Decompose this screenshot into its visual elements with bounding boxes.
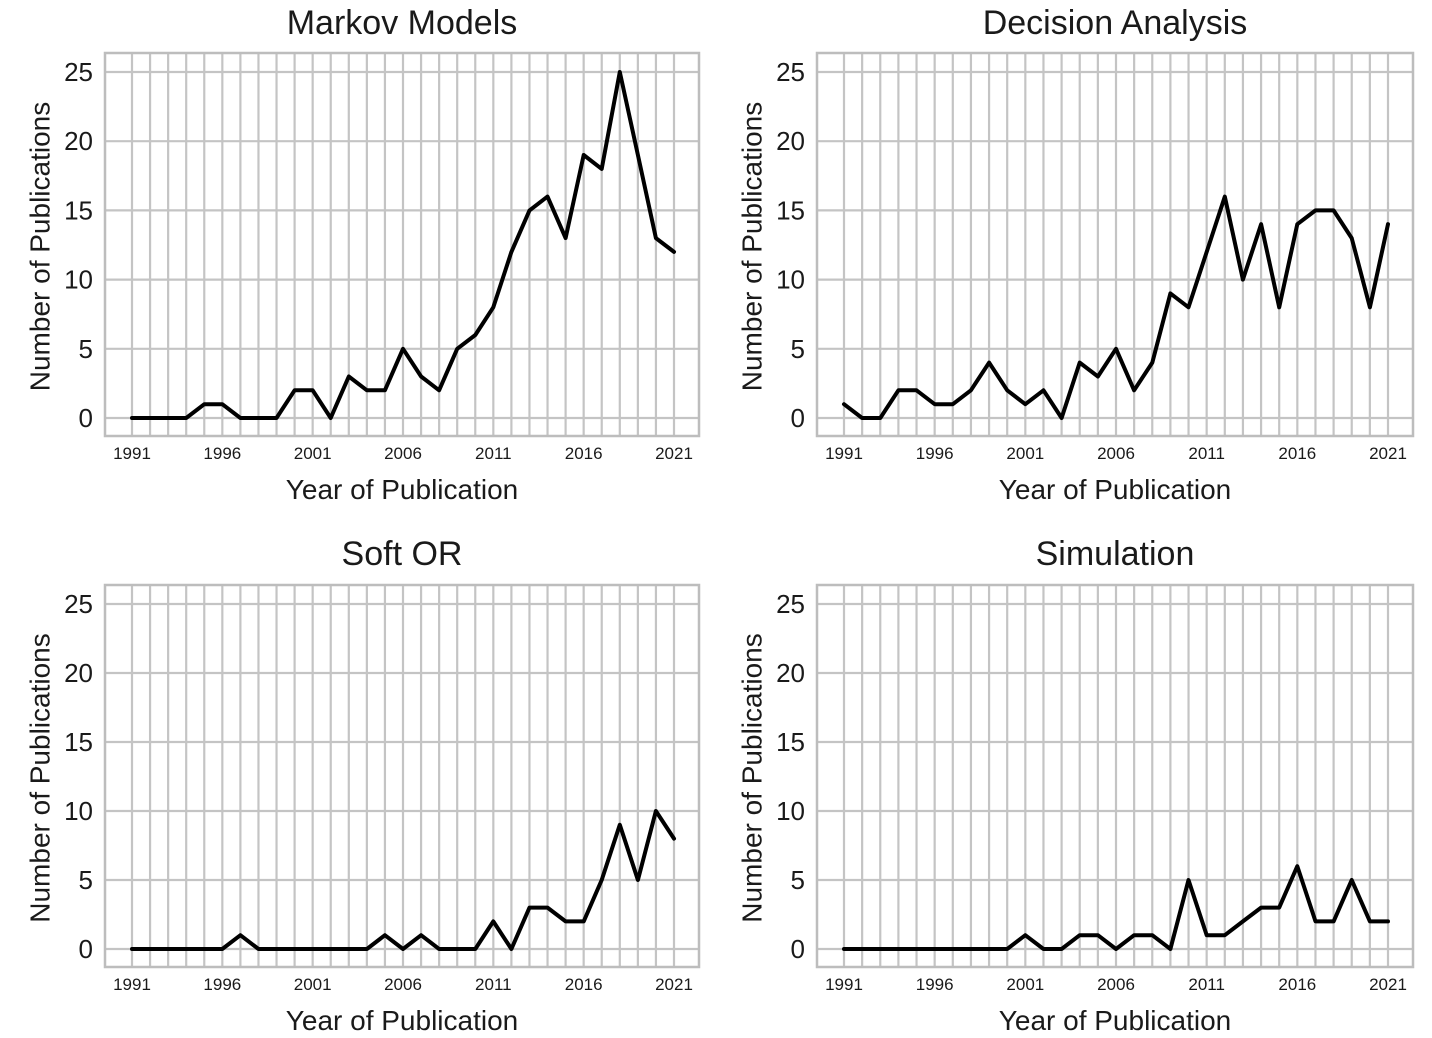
plot-frame [103, 583, 701, 969]
y-tick-label: 5 [791, 334, 805, 364]
panel-1: 0 5 10 15 20 25 1991 1996 2001 2006 2011 2016 2021 Ma… [25, 4, 701, 505]
y-axis-label: Number of Publications [25, 102, 56, 391]
y-tick-label: 5 [79, 865, 93, 895]
x-tick-label: 2016 [1278, 444, 1316, 463]
chart-title: Markov Models [287, 4, 518, 42]
y-tick-label: 15 [776, 195, 805, 225]
chart-title: Simulation [1036, 535, 1195, 573]
x-tick-label: 2001 [1006, 444, 1044, 463]
x-tick-label: 2021 [655, 975, 693, 994]
x-tick-label: 1996 [916, 975, 954, 994]
y-tick-label: 10 [64, 796, 93, 826]
x-tick-label: 2016 [565, 975, 603, 994]
y-tick-label: 0 [79, 403, 93, 433]
y-tick-label: 5 [79, 334, 93, 364]
x-tick-label: 2011 [1188, 975, 1225, 994]
y-tick-label: 5 [791, 865, 805, 895]
x-tick-label: 1991 [113, 975, 151, 994]
y-tick-label: 25 [64, 57, 93, 87]
y-tick-label: 25 [776, 589, 805, 619]
series-line [130, 809, 676, 951]
series-line [842, 194, 1390, 420]
x-tick-label: 1991 [113, 444, 151, 463]
y-tick-label: 15 [776, 727, 805, 757]
x-tick-label: 2021 [1369, 444, 1407, 463]
x-tick-label: 2016 [1278, 975, 1316, 994]
panel-4: 0 5 10 15 20 25 1991 1996 2001 2006 2011 2016 2021 Si… [737, 535, 1415, 1036]
y-tick-label: 20 [64, 126, 93, 156]
x-tick-label: 2021 [655, 444, 693, 463]
plot-frame [103, 51, 701, 438]
y-tick-label: 0 [79, 934, 93, 964]
x-tick-label: 2001 [1006, 975, 1044, 994]
x-tick-label: 2001 [294, 975, 332, 994]
x-tick-label: 2006 [384, 444, 422, 463]
x-tick-label: 2006 [1097, 975, 1135, 994]
x-tick-label: 1991 [825, 975, 863, 994]
panel-3: 0 5 10 15 20 25 1991 1996 2001 2006 2011 2016 2021 So… [25, 535, 701, 1036]
x-tick-label: 1996 [203, 444, 241, 463]
x-tick-label: 2006 [384, 975, 422, 994]
y-tick-label: 25 [64, 589, 93, 619]
y-axis-label: Number of Publications [737, 102, 768, 391]
y-tick-label: 20 [64, 658, 93, 688]
x-axis-label: Year of Publication [999, 474, 1231, 505]
x-tick-label: 1996 [916, 444, 954, 463]
x-tick-label: 2021 [1369, 975, 1407, 994]
plot-frame [815, 583, 1415, 969]
panel-2: 0 5 10 15 20 25 1991 1996 2001 2006 2011 2016 2021 De… [737, 4, 1415, 505]
y-tick-label: 15 [64, 195, 93, 225]
x-axis-label: Year of Publication [286, 474, 518, 505]
y-tick-label: 10 [776, 265, 805, 295]
y-tick-label: 0 [791, 934, 805, 964]
chart-title: Soft OR [342, 535, 463, 573]
x-axis-label: Year of Publication [999, 1005, 1231, 1036]
y-tick-label: 25 [776, 57, 805, 87]
x-tick-label: 2001 [294, 444, 332, 463]
y-tick-label: 20 [776, 126, 805, 156]
y-tick-label: 10 [776, 796, 805, 826]
chart-title: Decision Analysis [983, 4, 1248, 42]
plot-frame [815, 51, 1415, 438]
x-tick-label: 2011 [475, 975, 512, 994]
x-tick-label: 2011 [1188, 444, 1225, 463]
y-tick-label: 0 [791, 403, 805, 433]
series-line [130, 70, 676, 420]
x-tick-label: 1991 [825, 444, 863, 463]
y-tick-label: 10 [64, 265, 93, 295]
x-tick-label: 2016 [565, 444, 603, 463]
y-axis-label: Number of Publications [737, 633, 768, 922]
x-axis-label: Year of Publication [286, 1005, 518, 1036]
y-tick-label: 15 [64, 727, 93, 757]
x-tick-label: 2011 [475, 444, 512, 463]
y-axis-label: Number of Publications [25, 633, 56, 922]
series-line [842, 864, 1390, 951]
x-tick-label: 1996 [203, 975, 241, 994]
x-tick-label: 2006 [1097, 444, 1135, 463]
y-tick-label: 20 [776, 658, 805, 688]
